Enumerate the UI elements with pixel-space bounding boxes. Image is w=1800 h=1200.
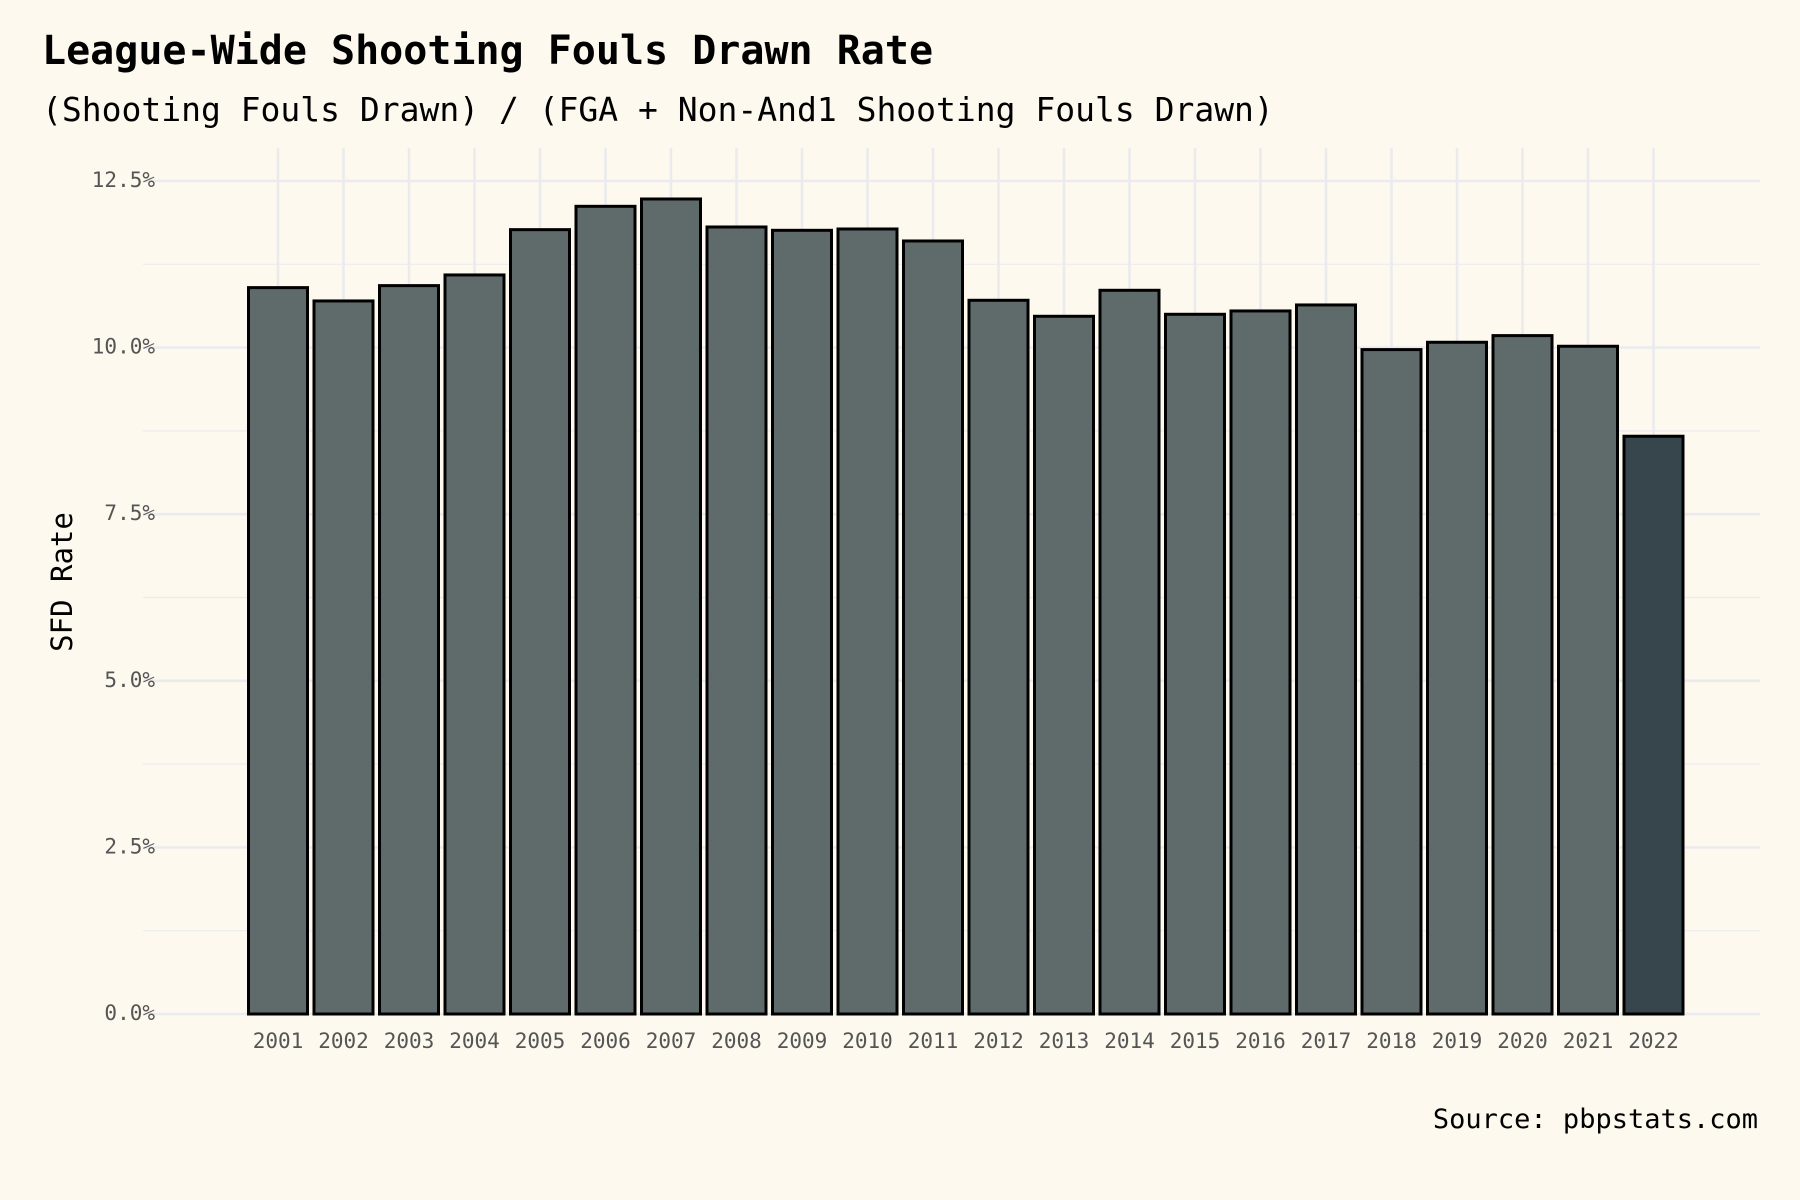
y-tick-label: 7.5% [104, 501, 155, 525]
x-tick-label: 2002 [318, 1029, 369, 1053]
y-tick-label: 5.0% [104, 668, 155, 692]
bar-2010 [836, 227, 899, 1016]
x-tick-labels: 2001 2002 2003 2004 2005 2006 2007 2008 2009 2010… [253, 1029, 1679, 1053]
y-tick-label: 12.5% [92, 168, 156, 192]
x-tick-label: 2015 [1170, 1029, 1221, 1053]
bar-2020 [1491, 334, 1554, 1016]
y-tick-label: 0.0% [104, 1001, 155, 1025]
x-tick-label: 2020 [1497, 1029, 1548, 1053]
bar-2004 [443, 273, 506, 1016]
y-tick-label: 10.0% [92, 335, 156, 359]
x-tick-label: 2007 [646, 1029, 697, 1053]
x-tick-label: 2009 [777, 1029, 828, 1053]
bar-2012 [967, 298, 1030, 1016]
x-tick-label: 2014 [1104, 1029, 1155, 1053]
chart-title: League-Wide Shooting Fouls Drawn Rate [42, 28, 934, 74]
bar-2013 [1033, 314, 1095, 1016]
bar-2009 [771, 228, 833, 1016]
bar-2017 [1295, 303, 1357, 1016]
y-axis-title: SFD Rate [45, 512, 79, 652]
x-tick-label: 2001 [253, 1029, 304, 1053]
bar-2015 [1164, 312, 1226, 1016]
bar-2022 [1622, 434, 1685, 1016]
x-tick-label: 2008 [711, 1029, 762, 1053]
bar-2021 [1557, 344, 1619, 1016]
x-tick-label: 2005 [515, 1029, 566, 1053]
x-tick-label: 2013 [1039, 1029, 1090, 1053]
x-tick-label: 2018 [1366, 1029, 1417, 1053]
x-tick-label: 2004 [449, 1029, 500, 1053]
bar-2014 [1098, 288, 1161, 1016]
bar-2016 [1229, 309, 1292, 1016]
bar-2019 [1426, 340, 1488, 1016]
x-tick-label: 2011 [908, 1029, 959, 1053]
source-caption: Source: pbpstats.com [1432, 1104, 1758, 1135]
chart-subtitle: (Shooting Fouls Drawn) / (FGA + Non-And1… [42, 90, 1274, 129]
bar-2007 [640, 197, 702, 1016]
bar-2006 [574, 204, 637, 1016]
x-tick-label: 2016 [1235, 1029, 1286, 1053]
x-tick-label: 2021 [1563, 1029, 1614, 1053]
bar-2005 [509, 228, 571, 1016]
bar-2001 [247, 286, 309, 1016]
x-tick-label: 2022 [1628, 1029, 1679, 1053]
x-tick-label: 2010 [842, 1029, 893, 1053]
y-tick-label: 2.5% [104, 834, 155, 858]
y-tick-labels: 0.0% 2.5% 5.0% 7.5% 10.0% 12.5% [92, 168, 156, 1025]
bar-2008 [705, 225, 768, 1016]
bar-2018 [1360, 348, 1423, 1016]
bar-2011 [902, 239, 964, 1016]
bars-layer [247, 197, 1685, 1016]
x-tick-label: 2012 [973, 1029, 1024, 1053]
x-tick-label: 2017 [1301, 1029, 1352, 1053]
bar-2003 [378, 284, 440, 1016]
x-tick-label: 2003 [384, 1029, 435, 1053]
x-tick-label: 2019 [1432, 1029, 1483, 1053]
bar-2002 [312, 299, 375, 1016]
x-tick-label: 2006 [580, 1029, 631, 1053]
